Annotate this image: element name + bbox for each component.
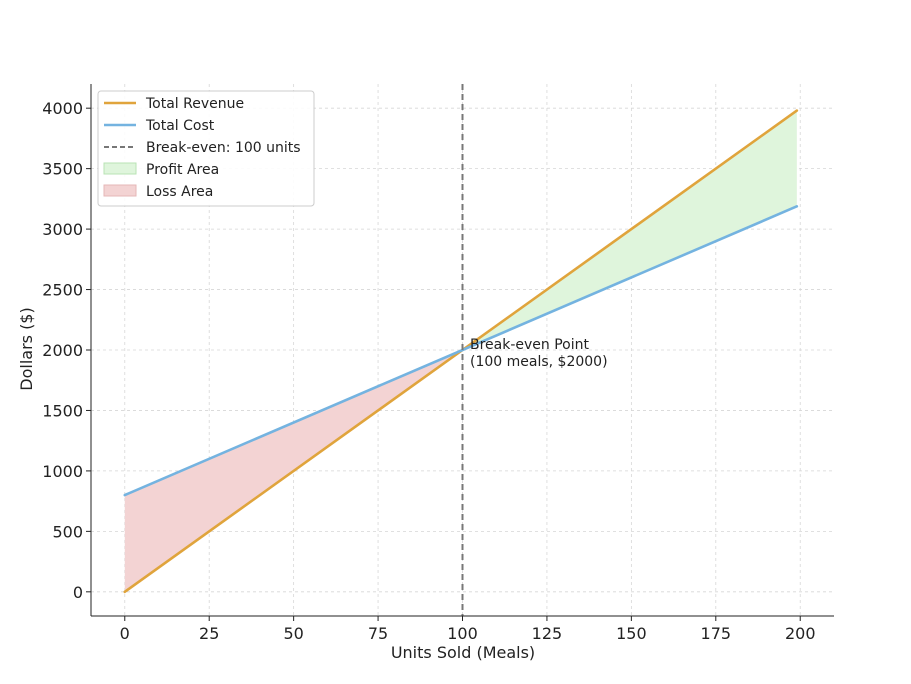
x-tick-label: 175 [701, 624, 732, 643]
y-tick-label: 1500 [42, 401, 83, 420]
y-tick-label: 3000 [42, 220, 83, 239]
x-tick-label: 25 [199, 624, 219, 643]
axes [86, 84, 834, 621]
series-lines [123, 84, 799, 616]
legend-loss-label: Loss Area [146, 184, 213, 200]
x-tick-label: 0 [120, 624, 130, 643]
y-tick-label: 4000 [42, 99, 83, 118]
annotation-line-2: (100 meals, $2000) [470, 354, 608, 370]
break-even-annotation: Break-even Point (100 meals, $2000) [470, 337, 608, 370]
legend: Total Revenue Total Cost Break-even: 100… [97, 90, 315, 207]
y-tick-label: 3500 [42, 160, 83, 179]
legend-box [97, 90, 315, 207]
x-axis-label: Units Sold (Meals) [391, 643, 535, 662]
x-tick-label: 100 [447, 624, 478, 643]
legend-cost-label: Total Cost [145, 118, 215, 134]
x-tick-label: 125 [532, 624, 563, 643]
y-tick-label: 2000 [42, 341, 83, 360]
tick-labels: 0 25 50 75 100 125 150 175 200050010001500200025… [42, 99, 815, 643]
legend-revenue-label: Total Revenue [145, 96, 244, 112]
y-tick-label: 500 [52, 522, 83, 541]
y-tick-label: 2500 [42, 281, 83, 300]
x-tick-label: 50 [283, 624, 303, 643]
legend-profit-swatch [103, 162, 137, 175]
legend-break-even-label: Break-even: 100 units [146, 140, 301, 156]
x-tick-label: 200 [785, 624, 816, 643]
x-tick-label: 75 [368, 624, 388, 643]
y-tick-label: 1000 [42, 462, 83, 481]
legend-loss-swatch [103, 184, 137, 197]
annotation-line-1: Break-even Point [470, 337, 590, 353]
total-cost-line [123, 205, 799, 497]
legend-profit-label: Profit Area [146, 162, 219, 178]
y-tick-label: 0 [73, 583, 83, 602]
x-tick-label: 150 [616, 624, 647, 643]
y-axis-label: Dollars ($) [17, 307, 36, 390]
